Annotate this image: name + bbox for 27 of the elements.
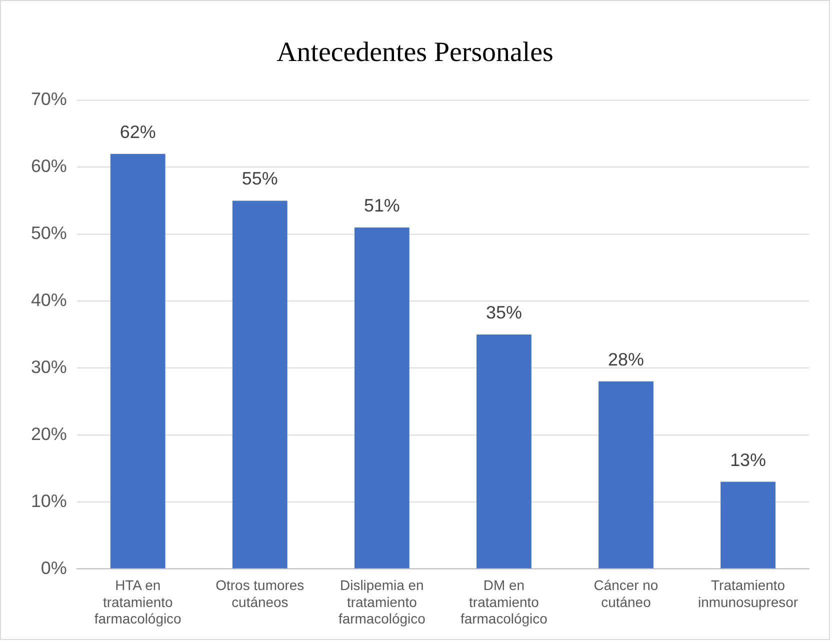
x-tick-label: Otros tumores cutáneos xyxy=(216,577,304,610)
y-tick-label: 70% xyxy=(30,89,67,110)
y-tick-label: 50% xyxy=(30,223,67,244)
x-tick-label: Dislipemia en tratamiento farmacológico xyxy=(338,577,426,627)
bar xyxy=(354,227,410,568)
y-tick-label: 40% xyxy=(30,290,67,310)
bar xyxy=(476,334,532,568)
y-tick-label: 20% xyxy=(30,424,67,444)
data-label: 28% xyxy=(608,349,644,370)
bar xyxy=(720,482,776,568)
bar xyxy=(110,154,166,568)
x-tick-label: DM en tratamiento farmacológico xyxy=(460,577,548,627)
x-tick-label: Cáncer no cutáneo xyxy=(594,577,658,610)
x-tick-label: HTA en tratamiento farmacológico xyxy=(94,577,182,627)
data-label: 62% xyxy=(120,122,156,142)
chart-title: Antecedentes Personales xyxy=(276,36,554,68)
y-tick-label: 0% xyxy=(40,558,67,578)
data-label: 55% xyxy=(242,168,278,189)
data-label: 51% xyxy=(364,195,400,216)
data-label: 13% xyxy=(730,450,766,470)
bar xyxy=(598,381,654,568)
data-label: 35% xyxy=(486,302,522,323)
y-tick-label: 30% xyxy=(30,356,67,377)
y-tick-label: 60% xyxy=(30,156,67,176)
x-tick-label: Tratamiento inmunosupresor xyxy=(698,577,798,610)
y-tick-label: 10% xyxy=(30,490,67,511)
bar xyxy=(232,200,288,568)
